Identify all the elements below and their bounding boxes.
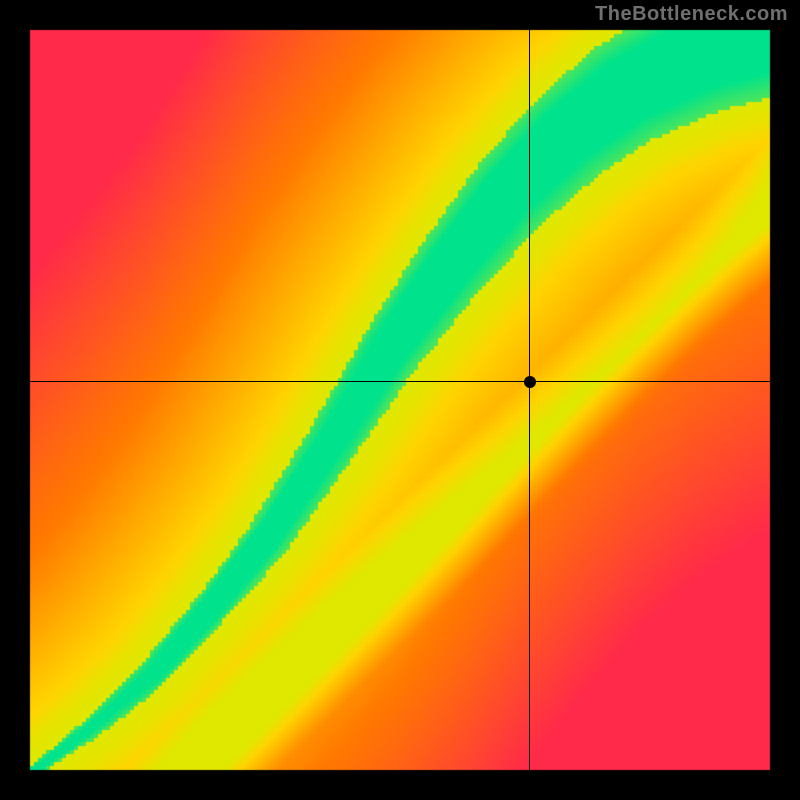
crosshair-vertical-line [529, 30, 530, 770]
crosshair-horizontal-line [30, 381, 770, 382]
selection-marker-dot [524, 376, 536, 388]
watermark-text: TheBottleneck.com [595, 3, 788, 26]
bottleneck-heatmap [0, 0, 800, 800]
